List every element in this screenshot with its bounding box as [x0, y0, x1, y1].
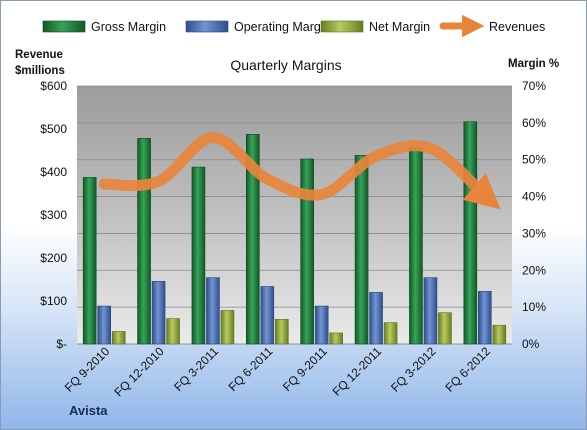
- left-tick-label: $400: [40, 165, 67, 179]
- right-tick-label: 0%: [522, 337, 540, 351]
- revenue-line: [98, 132, 501, 210]
- revenue-line-group: [98, 132, 501, 210]
- operating-margin-bar: [97, 305, 111, 345]
- legend-swatch-gross: [42, 20, 86, 33]
- x-tick-label: FQ 3-2011: [171, 344, 221, 394]
- left-axis-title-line1: Revenue: [15, 49, 63, 61]
- right-tick-label: 60%: [522, 116, 546, 130]
- left-tick-label: $600: [40, 79, 67, 93]
- net-margin-bar: [220, 310, 235, 345]
- legend-swatch-net: [320, 20, 364, 33]
- x-tick-label: FQ 6-2012: [442, 344, 493, 395]
- left-tick-label: $500: [40, 122, 67, 136]
- x-tick-label: FQ 3-2012: [388, 344, 439, 395]
- operating-margin-bar: [369, 292, 383, 345]
- legend: Gross Margin Operating Margin Net Margin…: [42, 14, 545, 38]
- x-tick-label: FQ 9-2010: [62, 344, 113, 395]
- right-axis-ticks: 0% 10% 20% 30% 40% 50% 60% 70%: [522, 79, 546, 351]
- gross-margin-bar: [246, 133, 260, 345]
- chart-title: Quarterly Margins: [230, 57, 341, 73]
- gross-margin-bar: [82, 177, 97, 345]
- left-axis-title-line2: $millions: [15, 65, 65, 77]
- gross-margin-bar: [409, 147, 423, 345]
- net-margin-bar: [329, 332, 343, 345]
- x-axis-labels: FQ 9-2010 FQ 12-2010 FQ 3-2011 FQ 6-2011 FQ …: [62, 344, 493, 399]
- right-axis-title: Margin %: [508, 58, 559, 70]
- right-tick-label: 40%: [522, 190, 546, 204]
- company-name: Avista: [69, 403, 108, 418]
- x-tick-label: FQ 12-2011: [330, 344, 385, 399]
- left-tick-label: $100: [40, 294, 67, 308]
- right-tick-label: 50%: [522, 153, 546, 167]
- operating-margin-bar: [314, 305, 329, 345]
- legend-label-net: Net Margin: [369, 20, 430, 34]
- x-tick-label: FQ 6-2011: [226, 344, 276, 394]
- gross-margin-bar: [137, 138, 151, 345]
- left-tick-label: $200: [40, 251, 67, 265]
- legend-swatch-operating: [185, 20, 229, 33]
- operating-margin-bar: [478, 290, 492, 345]
- left-tick-label: $300: [40, 208, 67, 222]
- gross-margin-bar: [191, 166, 206, 345]
- right-tick-label: 20%: [522, 263, 546, 277]
- left-axis-ticks: $- $100 $200 $300 $400 $500 $600: [40, 79, 67, 351]
- operating-margin-bar: [423, 277, 438, 345]
- net-margin-bar: [438, 312, 452, 345]
- operating-margin-bar: [206, 277, 220, 345]
- net-margin-bar: [383, 322, 398, 345]
- net-margin-bar: [275, 319, 289, 345]
- gross-margin-bar: [300, 158, 314, 345]
- right-tick-label: 70%: [522, 79, 546, 93]
- operating-margin-bar: [151, 281, 166, 345]
- legend-label-gross: Gross Margin: [91, 20, 166, 34]
- gross-margin-bar: [354, 154, 369, 345]
- legend-label-operating: Operating Margin: [234, 20, 331, 34]
- gross-margin-bar: [463, 121, 478, 345]
- net-margin-bar: [166, 318, 180, 345]
- x-tick-label: FQ 9-2011: [280, 344, 330, 394]
- legend-label-revenues: Revenues: [489, 20, 545, 34]
- x-tick-label: FQ 12-2010: [111, 344, 166, 399]
- left-tick-label: $-: [56, 337, 67, 351]
- net-margin-bar: [111, 331, 126, 345]
- right-tick-label: 10%: [522, 300, 546, 314]
- operating-margin-bar: [260, 286, 275, 345]
- right-tick-label: 30%: [522, 226, 546, 240]
- net-margin-bar: [492, 324, 507, 345]
